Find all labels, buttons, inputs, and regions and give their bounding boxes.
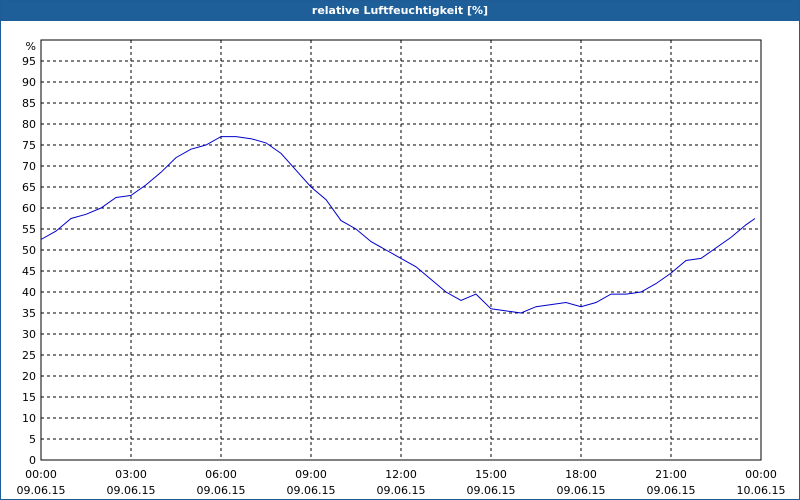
y-tick-label: 10 (22, 412, 36, 425)
x-tick-time: 18:00 (565, 468, 597, 481)
y-tick-label: 35 (22, 307, 36, 320)
y-tick-label: 20 (22, 370, 36, 383)
x-tick-date: 09.06.15 (17, 484, 66, 497)
y-tick-label: 75 (22, 139, 36, 152)
x-tick-date: 10.06.15 (737, 484, 786, 497)
y-tick-label: 5 (29, 433, 36, 446)
x-tick-time: 00:00 (745, 468, 777, 481)
y-tick-label: 25 (22, 349, 36, 362)
y-tick-label: 60 (22, 202, 36, 215)
y-tick-label: 30 (22, 328, 36, 341)
y-tick-label: 0 (29, 454, 36, 467)
chart-title: relative Luftfeuchtigkeit [%] (1, 1, 799, 21)
x-tick-time: 09:00 (295, 468, 327, 481)
x-tick-time: 03:00 (115, 468, 147, 481)
y-tick-label: 70 (22, 160, 36, 173)
x-tick-time: 21:00 (655, 468, 687, 481)
plot-area (40, 39, 762, 461)
y-tick-label: 85 (22, 97, 36, 110)
y-tick-label: 80 (22, 118, 36, 131)
y-axis-unit: % (26, 40, 36, 53)
x-tick-date: 09.06.15 (287, 484, 336, 497)
grid (41, 40, 761, 460)
series-line (40, 136, 756, 314)
x-tick-time: 15:00 (475, 468, 507, 481)
y-tick-label: 40 (22, 286, 36, 299)
y-tick-label: 15 (22, 391, 36, 404)
y-tick-label: 65 (22, 181, 36, 194)
x-tick-time: 12:00 (385, 468, 417, 481)
x-tick-date: 09.06.15 (557, 484, 606, 497)
y-tick-label: 50 (22, 244, 36, 257)
x-tick-time: 06:00 (205, 468, 237, 481)
x-tick-date: 09.06.15 (197, 484, 246, 497)
y-tick-label: 45 (22, 265, 36, 278)
x-tick-date: 09.06.15 (107, 484, 156, 497)
x-tick-date: 09.06.15 (377, 484, 426, 497)
y-axis: 0 5 10 15 20 25 30 35 40 45 50 55 60 65 70 75 80 85 90 95 (22, 55, 36, 467)
x-tick-date: 09.06.15 (647, 484, 696, 497)
y-tick-label: 55 (22, 223, 36, 236)
x-tick-time: 00:00 (25, 468, 57, 481)
y-tick-label: 90 (22, 76, 36, 89)
y-tick-label: 95 (22, 55, 36, 68)
x-tick-date: 09.06.15 (467, 484, 516, 497)
x-axis: 00:00 09.06.15 03:00 09.06.15 06:00 09.06.15 0… (17, 468, 786, 497)
